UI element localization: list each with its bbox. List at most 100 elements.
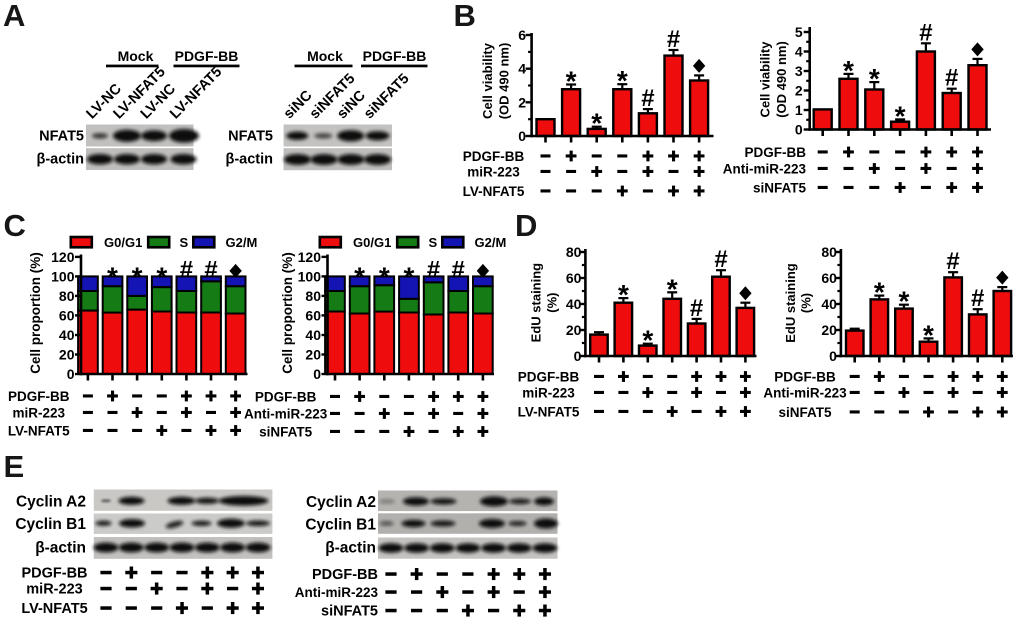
svg-text:#: # [919,19,932,46]
svg-text:1: 1 [795,102,803,118]
svg-text:Anti-miR-223: Anti-miR-223 [723,162,807,177]
svg-text:(%): (%) [799,293,814,313]
svg-text:A: A [3,0,25,33]
svg-text:*: * [132,261,143,292]
svg-text:PDGF-BB: PDGF-BB [175,48,239,64]
svg-text:6: 6 [518,27,526,43]
svg-text:Anti-miR-223: Anti-miR-223 [763,386,847,401]
svg-text:NFAT5: NFAT5 [39,129,84,145]
svg-text:*: * [869,63,880,94]
svg-text:*: * [843,55,854,86]
svg-text:E: E [4,449,25,484]
svg-text:80: 80 [821,244,837,260]
svg-text:PDGF-BB: PDGF-BB [518,370,580,385]
svg-text:S: S [429,235,438,250]
svg-text:20: 20 [566,322,582,338]
svg-text:Cyclin B1: Cyclin B1 [15,516,86,533]
svg-text:0: 0 [795,122,803,138]
svg-text:5: 5 [795,24,803,40]
svg-text:D: D [515,208,537,243]
svg-text:#: # [452,256,465,283]
svg-text:B: B [454,0,476,33]
svg-text:#: # [667,26,680,53]
svg-text:β-actin: β-actin [325,540,376,557]
svg-text:(%): (%) [545,292,560,312]
svg-text:*: * [591,108,602,139]
svg-text:C: C [4,208,26,243]
svg-text:60: 60 [59,307,75,323]
svg-text:PDGF-BB: PDGF-BB [774,370,836,385]
svg-text:LV-NFAT5: LV-NFAT5 [8,424,70,439]
svg-text:Anti-miR-223: Anti-miR-223 [244,407,328,422]
svg-text:#: # [204,256,217,283]
svg-text:PDGF-BB: PDGF-BB [745,145,807,160]
svg-text:G2/M: G2/M [226,235,258,250]
svg-text:Cell proportion (%): Cell proportion (%) [28,252,43,374]
svg-text:80: 80 [59,288,75,304]
svg-text:20: 20 [59,347,75,363]
svg-text:S: S [180,235,189,250]
svg-text:Mock: Mock [307,48,343,64]
svg-text:100: 100 [51,268,75,284]
svg-text:β-actin: β-actin [225,152,273,168]
svg-text:*: * [618,279,629,310]
svg-text:PDGF-BB: PDGF-BB [8,389,70,404]
svg-text:siNFAT5: siNFAT5 [778,405,832,420]
svg-text:120: 120 [51,249,75,265]
svg-text:40: 40 [305,327,321,343]
svg-text:80: 80 [566,244,582,260]
svg-text:0: 0 [313,366,321,382]
svg-text:#: # [946,248,959,275]
svg-text:*: * [379,261,390,292]
svg-text:Anti-miR-223: Anti-miR-223 [295,585,379,600]
svg-text:3: 3 [795,63,803,79]
svg-text:*: * [566,66,577,97]
svg-text:(OD 490 nm): (OD 490 nm) [774,41,789,118]
svg-text:EdU staining: EdU staining [529,263,544,343]
svg-text:miR-223: miR-223 [13,406,66,421]
svg-text:LV-NFAT5: LV-NFAT5 [463,184,525,199]
svg-text:LV-NFAT5: LV-NFAT5 [21,601,87,617]
svg-text:0: 0 [574,348,582,364]
svg-text:miR-223: miR-223 [26,582,82,598]
svg-text:80: 80 [305,288,321,304]
svg-text:miR-223: miR-223 [522,386,575,401]
svg-text:2: 2 [795,83,803,99]
svg-text:PDGF-BB: PDGF-BB [312,567,378,583]
svg-text:Mock: Mock [118,48,154,64]
svg-text:40: 40 [59,327,75,343]
svg-text:*: * [107,261,118,292]
svg-text:PDGF-BB: PDGF-BB [363,48,427,64]
svg-text:4: 4 [518,61,526,77]
svg-text:siNFAT5: siNFAT5 [753,181,807,196]
svg-text:0: 0 [829,348,837,364]
svg-text:4: 4 [795,44,803,60]
svg-text:#: # [971,285,984,312]
svg-text:NFAT5: NFAT5 [228,129,273,145]
svg-text:0: 0 [67,366,75,382]
svg-text:*: * [642,325,653,356]
svg-text:siNFAT5: siNFAT5 [259,425,313,440]
svg-text:20: 20 [821,322,837,338]
svg-text:miR-223: miR-223 [467,165,520,180]
svg-text:Cyclin A2: Cyclin A2 [306,494,376,511]
svg-text:G0/G1: G0/G1 [104,235,142,250]
svg-text:40: 40 [821,296,837,312]
svg-text:siNFAT5: siNFAT5 [321,604,378,620]
svg-text:PDGF-BB: PDGF-BB [21,566,87,582]
svg-text:*: * [898,286,909,317]
svg-text:#: # [714,246,727,273]
svg-text:#: # [180,256,193,283]
svg-text:Cell viability: Cell viability [480,42,495,119]
svg-text:PDGF-BB: PDGF-BB [463,149,525,164]
svg-text:#: # [945,65,958,92]
svg-text:Cyclin A2: Cyclin A2 [16,494,86,511]
svg-text:*: * [156,261,167,292]
svg-text:20: 20 [305,347,321,363]
svg-text:*: * [895,100,906,131]
svg-text:β-actin: β-actin [36,152,84,168]
svg-text:60: 60 [566,270,582,286]
svg-text:2: 2 [518,94,526,110]
svg-text:0: 0 [518,128,526,144]
svg-text:G2/M: G2/M [475,235,507,250]
